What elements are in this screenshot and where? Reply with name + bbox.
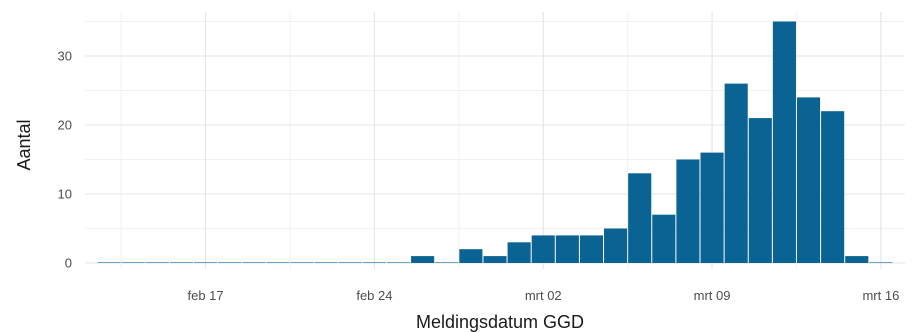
histogram-bar: [579, 235, 604, 263]
grid: [85, 12, 905, 269]
histogram-bar: [218, 262, 242, 263]
x-axis-title: Meldingsdatum GGD: [416, 312, 584, 332]
histogram-bar: [555, 235, 579, 263]
histogram-bar: [411, 256, 435, 263]
x-axis-ticks: feb 17 feb 24 mrt 02 mrt 09 mrt 16: [188, 288, 900, 303]
histogram-bar: [338, 262, 362, 263]
y-tick-label: 20: [58, 118, 72, 133]
histogram-bar: [652, 214, 676, 263]
histogram-bar: [266, 262, 290, 263]
histogram-bar: [700, 152, 724, 263]
x-tick-label: mrt 02: [525, 288, 562, 303]
histogram-bar: [314, 262, 338, 263]
histogram-bar: [169, 262, 194, 263]
histogram-bar: [796, 97, 821, 264]
x-tick-label: mrt 16: [862, 288, 899, 303]
histogram-bar: [483, 256, 507, 263]
x-tick-label: mrt 09: [694, 288, 731, 303]
histogram-bar: [628, 173, 652, 263]
histogram-bar: [676, 159, 700, 263]
y-tick-label: 10: [58, 187, 72, 202]
histogram-bar: [121, 262, 145, 263]
histogram-bar: [748, 118, 772, 263]
histogram-bar: [242, 262, 266, 263]
histogram-bar: [386, 262, 411, 263]
histogram-bar: [845, 256, 869, 263]
x-tick-label: feb 24: [356, 288, 392, 303]
histogram-bar: [290, 262, 314, 263]
histogram-bar: [869, 262, 893, 263]
histogram-bar: [194, 262, 218, 263]
histogram-bar: [821, 111, 845, 263]
bars: [97, 21, 893, 264]
y-axis-title: Aantal: [14, 119, 34, 170]
histogram-bar: [145, 262, 169, 263]
histogram-bar: [604, 228, 628, 263]
y-tick-label: 30: [58, 49, 72, 64]
histogram-bar: [459, 249, 483, 263]
histogram-bar: [531, 235, 555, 263]
histogram-bar: [772, 21, 796, 263]
y-axis-ticks: 0 10 20 30: [58, 49, 72, 271]
histogram-bar: [97, 262, 121, 263]
histogram-bar: [362, 262, 386, 263]
histogram-bar: [507, 242, 531, 263]
y-tick-label: 0: [65, 256, 72, 271]
histogram-bar: [435, 262, 459, 263]
histogram-bar: [724, 83, 748, 263]
x-tick-label: feb 17: [188, 288, 224, 303]
